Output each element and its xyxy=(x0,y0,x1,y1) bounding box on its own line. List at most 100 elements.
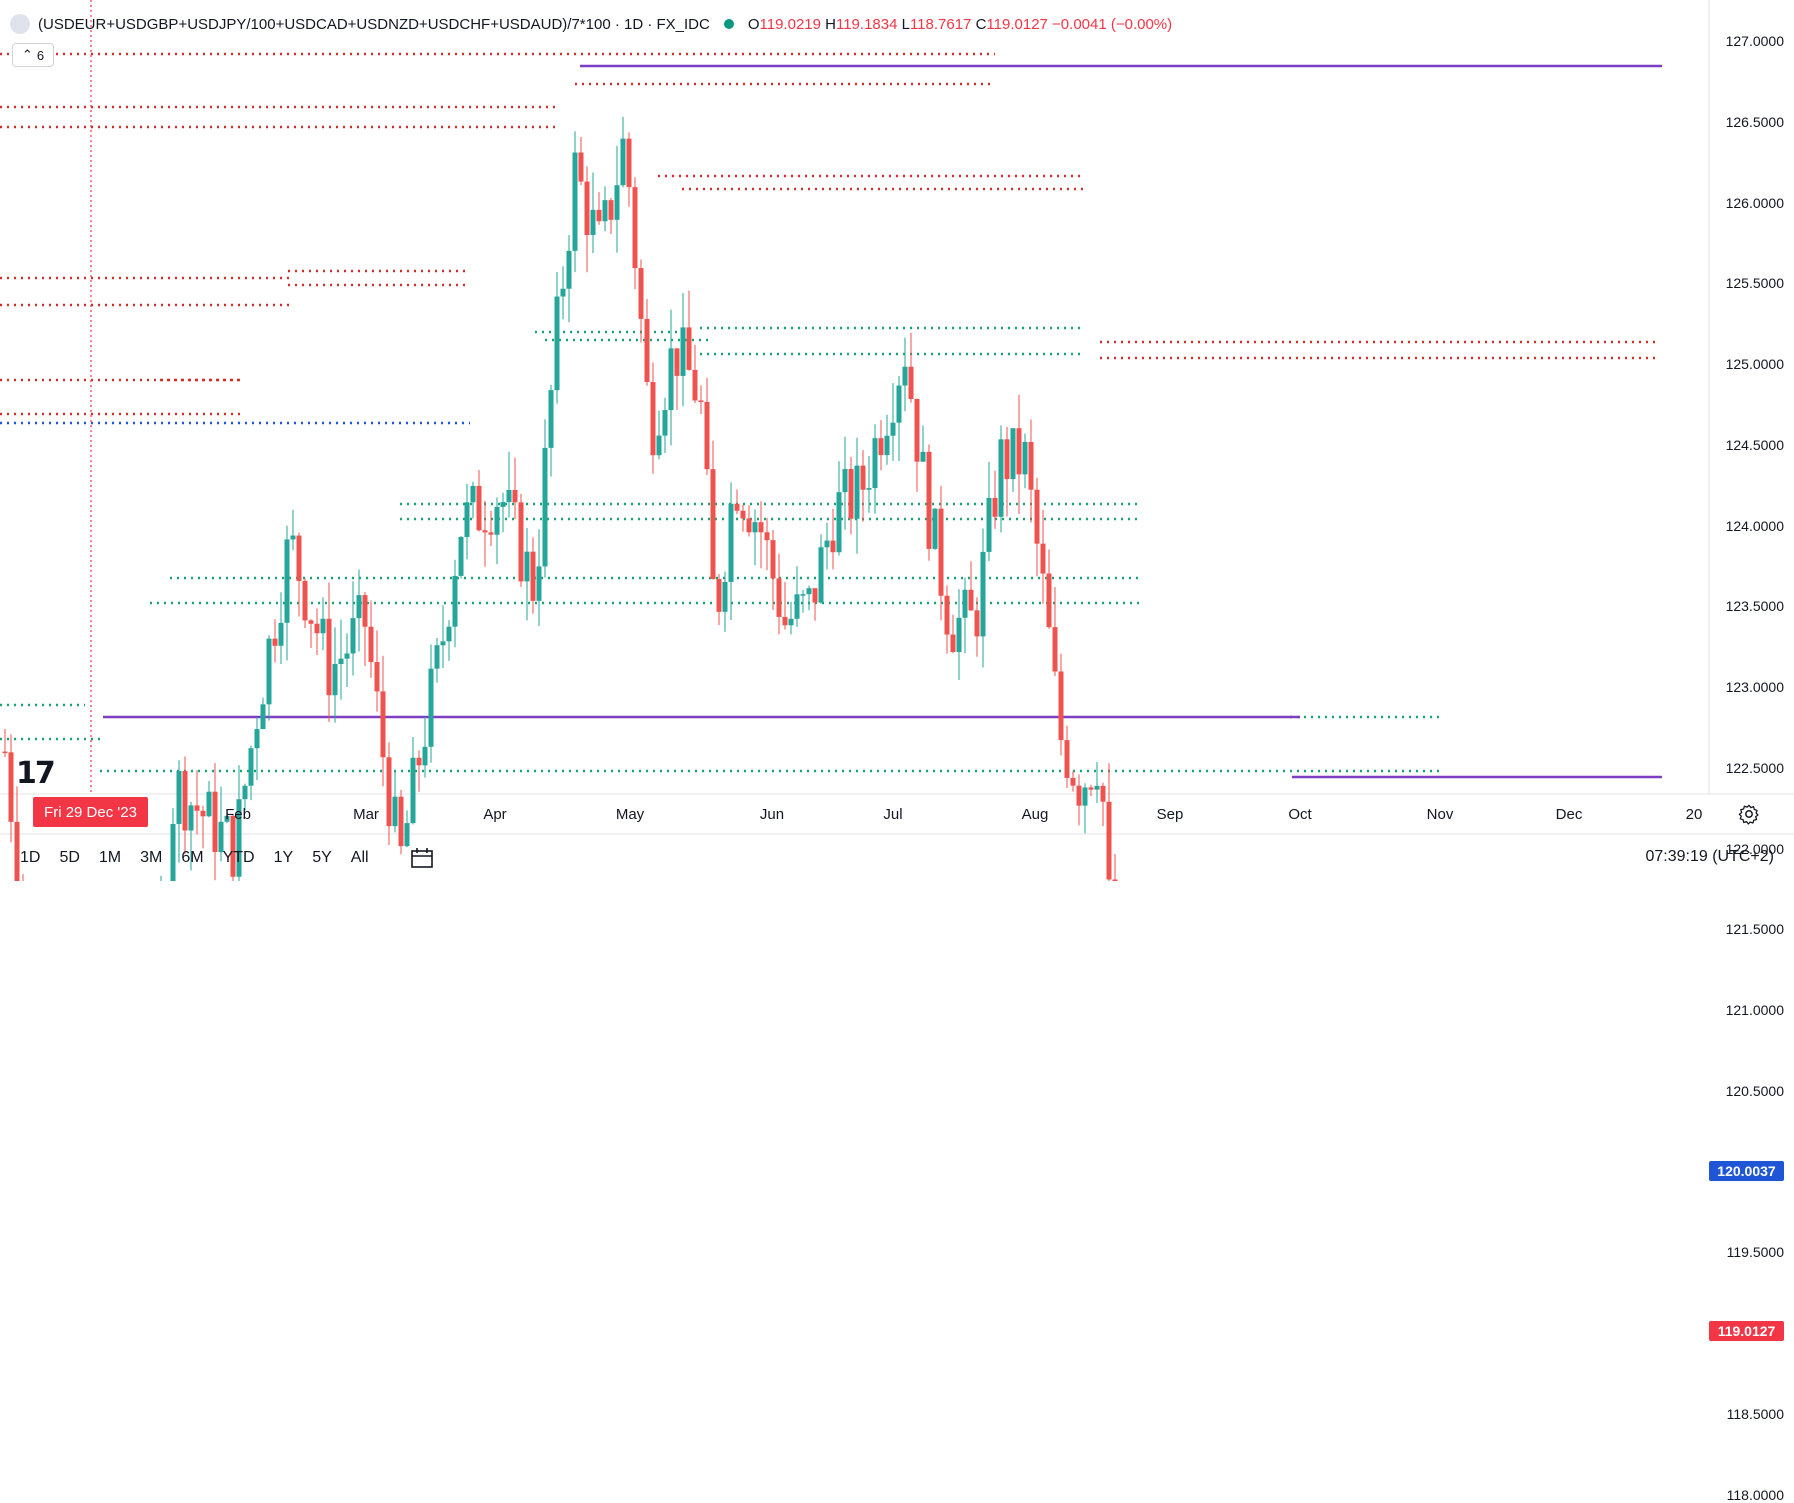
candle xyxy=(386,742,392,846)
range-all[interactable]: All xyxy=(350,848,369,866)
candle xyxy=(740,504,746,532)
candle xyxy=(506,451,512,518)
candle xyxy=(614,145,620,253)
range-1y[interactable]: 1Y xyxy=(273,848,294,866)
candle xyxy=(434,638,440,683)
candle xyxy=(926,444,932,561)
candle xyxy=(356,569,362,652)
candle xyxy=(392,770,398,833)
range-ytd[interactable]: YTD xyxy=(222,848,255,866)
candle xyxy=(566,235,572,323)
candle xyxy=(698,385,704,414)
candle xyxy=(500,492,506,533)
candle xyxy=(380,655,386,787)
range-5y[interactable]: 5Y xyxy=(312,848,332,866)
tradingview-logo[interactable]: 17 xyxy=(16,756,56,791)
candle xyxy=(1058,653,1064,756)
candle xyxy=(290,509,296,551)
candle xyxy=(860,450,866,522)
horizontal-line-price-tag: 120.0037 xyxy=(1709,1160,1784,1181)
candle xyxy=(728,482,734,621)
price-tick-label: 125.5000 xyxy=(1725,275,1784,292)
time-tick-label: May xyxy=(615,806,645,823)
candle xyxy=(1046,549,1052,629)
candle xyxy=(326,582,332,722)
candle xyxy=(590,172,596,254)
candle xyxy=(932,508,938,550)
symbol-title[interactable]: (USDEUR+USDGBP+USDJPY/100+USDCAD+USDNZD+… xyxy=(38,15,710,33)
candle xyxy=(236,765,242,881)
candle xyxy=(242,783,248,811)
candle xyxy=(764,517,770,571)
symbol-icon[interactable] xyxy=(10,14,30,34)
candle xyxy=(230,815,236,881)
candle xyxy=(536,529,542,626)
candle xyxy=(518,493,524,587)
candle xyxy=(458,535,464,579)
candle xyxy=(1100,782,1106,827)
range-6m[interactable]: 6M xyxy=(181,848,204,866)
candle xyxy=(1004,426,1010,517)
candle xyxy=(842,436,848,530)
candle xyxy=(584,166,590,273)
candle xyxy=(572,131,578,273)
price-tick-label: 124.0000 xyxy=(1725,517,1784,534)
price-tick-label: 119.5000 xyxy=(1726,1244,1784,1261)
range-3m[interactable]: 3M xyxy=(140,848,163,866)
candle xyxy=(824,522,830,570)
candle xyxy=(608,198,614,235)
candle xyxy=(980,528,986,668)
candle xyxy=(284,525,290,661)
market-status-dot xyxy=(723,19,734,29)
candle xyxy=(776,553,782,635)
candle xyxy=(254,717,260,781)
price-tick-label: 118.0000 xyxy=(1726,1486,1784,1503)
time-tick-label: 20 xyxy=(1685,806,1703,823)
candle xyxy=(602,186,608,232)
last-price-tag: 119.0127 xyxy=(1709,1320,1784,1341)
chart-canvas[interactable] xyxy=(0,0,1794,881)
candle xyxy=(464,483,470,560)
candle xyxy=(296,532,302,617)
candle xyxy=(734,489,740,515)
candle xyxy=(830,508,836,570)
time-tick-label: Jun xyxy=(759,806,785,823)
price-tick-label: 122.5000 xyxy=(1725,759,1784,776)
gear-icon[interactable] xyxy=(1738,803,1760,825)
candle xyxy=(206,781,212,818)
range-1m[interactable]: 1M xyxy=(98,848,122,866)
candlestick-series[interactable] xyxy=(2,116,1310,881)
candle xyxy=(362,592,368,667)
time-tick-label: Oct xyxy=(1288,806,1312,823)
candle xyxy=(14,786,20,881)
candle xyxy=(998,425,1004,533)
candle xyxy=(422,716,428,778)
time-tick-label: Sep xyxy=(1156,806,1184,823)
price-tick-label: 121.0000 xyxy=(1725,1002,1784,1018)
candle xyxy=(1028,419,1034,523)
price-tick-label: 126.5000 xyxy=(1725,113,1784,130)
candle xyxy=(560,266,566,320)
candle xyxy=(542,419,548,578)
candle xyxy=(638,259,644,343)
candle xyxy=(1022,433,1028,489)
candle xyxy=(710,440,716,580)
candle xyxy=(488,510,494,546)
timezone-clock[interactable]: 07:39:19 (UTC+2) xyxy=(1645,848,1774,865)
chart-legend: (USDEUR+USDGBP+USDJPY/100+USDCAD+USDNZD+… xyxy=(10,12,1172,36)
price-tick-label: 127.0000 xyxy=(1725,33,1784,49)
chevron-up-icon: ⌃ xyxy=(21,47,33,62)
time-tick-label: Feb xyxy=(225,806,251,823)
calendar-goto-icon[interactable] xyxy=(409,847,435,869)
price-tick-label: 126.0000 xyxy=(1725,194,1784,211)
collapse-indicators-button[interactable]: ⌃ 6 xyxy=(12,43,54,67)
candle xyxy=(866,455,872,513)
candle xyxy=(476,470,482,532)
candle xyxy=(896,375,902,461)
candle xyxy=(722,571,728,632)
range-5d[interactable]: 5D xyxy=(59,848,80,866)
candle xyxy=(878,420,884,471)
candle xyxy=(398,789,404,855)
candle xyxy=(968,561,974,611)
range-1d[interactable]: 1D xyxy=(20,848,41,866)
